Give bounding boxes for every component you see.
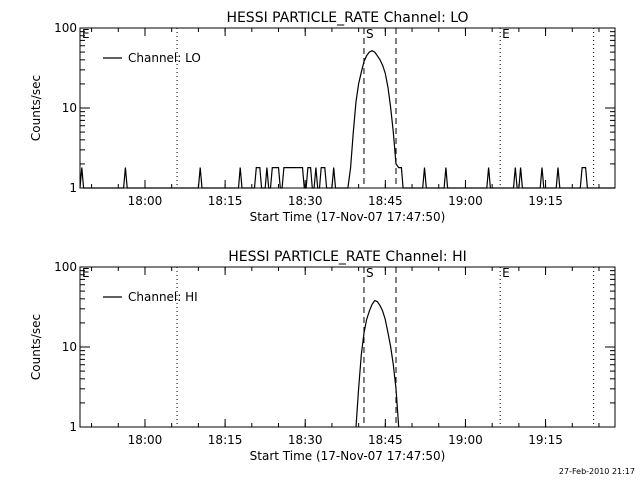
marker-label: E xyxy=(502,266,510,280)
x-tick-label: 18:30 xyxy=(288,433,323,447)
y-tick-label: 100 xyxy=(54,260,77,274)
y-tick-label: 10 xyxy=(62,101,77,115)
y-tick-label: 1 xyxy=(69,181,77,195)
marker-label: S xyxy=(366,266,374,280)
x-tick-label: 18:45 xyxy=(368,433,403,447)
legend-label: Channel: HI xyxy=(128,290,198,304)
marker-label: E xyxy=(82,266,90,280)
x-tick-label: 19:00 xyxy=(448,433,483,447)
series-line xyxy=(79,50,615,189)
x-tick-label: 18:45 xyxy=(368,194,403,208)
y-tick-label: 100 xyxy=(54,21,77,35)
panel-hi: HESSI PARTICLE_RATE Channel: HI 18:00 18:1… xyxy=(29,249,616,463)
series-line xyxy=(355,299,400,428)
x-tick-label: 19:15 xyxy=(528,194,563,208)
panel-lo: HESSI PARTICLE_RATE Channel: LO 18:00 18:1… xyxy=(29,10,616,224)
x-tick-label: 19:15 xyxy=(528,433,563,447)
x-axis-label: Start Time (17-Nov-07 17:47:50) xyxy=(250,449,446,463)
x-tick-label: 18:00 xyxy=(128,194,163,208)
chart-title: HESSI PARTICLE_RATE Channel: HI xyxy=(228,249,466,265)
x-tick-label: 18:00 xyxy=(128,433,163,447)
marker-label: S xyxy=(366,27,374,41)
y-axis-label: Counts/sec xyxy=(29,75,43,141)
x-tick-label: 18:30 xyxy=(288,194,323,208)
x-tick-label: 19:00 xyxy=(448,194,483,208)
chart-title: HESSI PARTICLE_RATE Channel: LO xyxy=(226,10,468,26)
x-tick-label: 18:15 xyxy=(208,433,243,447)
legend-label: Channel: LO xyxy=(128,51,201,65)
x-tick-label: 18:15 xyxy=(208,194,243,208)
x-axis-label: Start Time (17-Nov-07 17:47:50) xyxy=(250,210,446,224)
marker-label: E xyxy=(502,27,510,41)
y-tick-label: 1 xyxy=(69,420,77,434)
y-tick-label: 10 xyxy=(62,340,77,354)
y-axis-label: Counts/sec xyxy=(29,314,43,380)
marker-label: E xyxy=(82,27,90,41)
footer-timestamp: 27-Feb-2010 21:17 xyxy=(559,467,635,476)
